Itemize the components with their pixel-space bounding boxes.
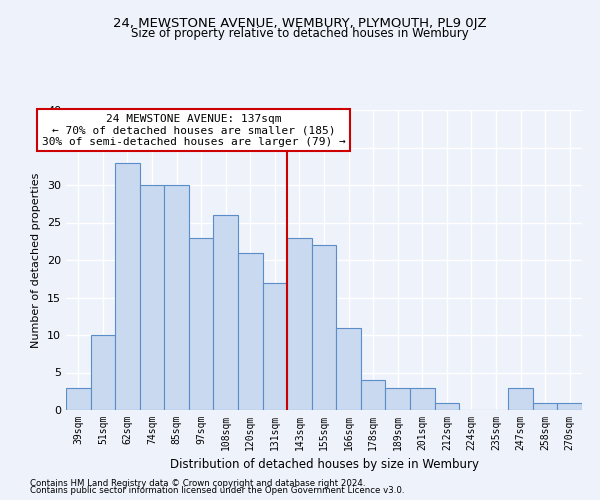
Bar [115, 162, 140, 410]
Text: Contains HM Land Registry data © Crown copyright and database right 2024.: Contains HM Land Registry data © Crown c… [30, 478, 365, 488]
Bar [410, 388, 434, 410]
Text: 24, MEWSTONE AVENUE, WEMBURY, PLYMOUTH, PL9 0JZ: 24, MEWSTONE AVENUE, WEMBURY, PLYMOUTH, … [113, 18, 487, 30]
Bar [91, 335, 115, 410]
Bar [557, 402, 582, 410]
Bar [385, 388, 410, 410]
Bar [66, 388, 91, 410]
Bar [312, 245, 336, 410]
X-axis label: Distribution of detached houses by size in Wembury: Distribution of detached houses by size … [170, 458, 479, 471]
Bar [238, 252, 263, 410]
Bar [214, 215, 238, 410]
Bar [508, 388, 533, 410]
Bar [164, 185, 189, 410]
Text: Contains public sector information licensed under the Open Government Licence v3: Contains public sector information licen… [30, 486, 404, 495]
Bar [189, 238, 214, 410]
Bar [263, 282, 287, 410]
Text: 24 MEWSTONE AVENUE: 137sqm
← 70% of detached houses are smaller (185)
30% of sem: 24 MEWSTONE AVENUE: 137sqm ← 70% of deta… [42, 114, 346, 147]
Y-axis label: Number of detached properties: Number of detached properties [31, 172, 41, 348]
Bar [140, 185, 164, 410]
Bar [336, 328, 361, 410]
Bar [533, 402, 557, 410]
Bar [361, 380, 385, 410]
Bar [287, 238, 312, 410]
Text: Size of property relative to detached houses in Wembury: Size of property relative to detached ho… [131, 28, 469, 40]
Bar [434, 402, 459, 410]
